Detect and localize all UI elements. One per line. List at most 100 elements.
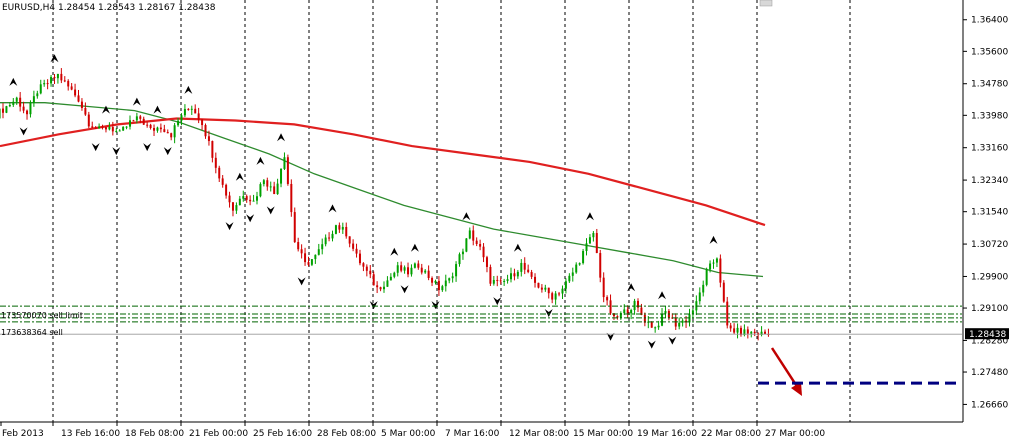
- candle-body: [383, 286, 385, 290]
- candle-body: [314, 254, 317, 260]
- candle-body: [599, 253, 602, 278]
- candle-body: [410, 267, 413, 275]
- fractal-up-arrow: [184, 85, 193, 94]
- candle-body: [712, 262, 715, 264]
- candle-body: [551, 293, 554, 300]
- order-label-text: 173638364 sell: [1, 328, 63, 337]
- fractal-down-arrow: [266, 206, 275, 215]
- candle-body: [733, 328, 736, 333]
- y-tick-label: 1.32340: [971, 176, 1008, 186]
- candle-body: [70, 86, 73, 90]
- candle-body: [516, 271, 519, 277]
- candle-body: [750, 331, 753, 334]
- candle-body: [231, 202, 234, 211]
- candle-body: [637, 300, 639, 308]
- candle-body: [482, 246, 485, 258]
- candle-body: [678, 322, 681, 327]
- candle-body: [369, 270, 372, 275]
- candle-body: [544, 287, 547, 290]
- chart-close-icon[interactable]: [759, 0, 773, 7]
- candle-body: [67, 80, 70, 87]
- candle-body: [207, 136, 210, 142]
- candle-body: [585, 243, 588, 252]
- y-tick-label: 1.33980: [971, 111, 1008, 121]
- candle-body: [365, 266, 368, 271]
- candle-body: [664, 310, 667, 314]
- candle-body: [393, 272, 396, 277]
- fractal-up-arrow: [513, 243, 522, 252]
- x-tick-label: 21 Feb 00:00: [189, 429, 248, 439]
- candle-body: [753, 331, 756, 334]
- candle-body: [386, 280, 389, 287]
- candle-body: [582, 251, 585, 264]
- candle-body: [139, 116, 142, 119]
- candle-body: [736, 327, 739, 333]
- fractal-up-arrow: [390, 247, 399, 256]
- candle-body: [259, 184, 262, 197]
- fractal-up-arrow: [277, 133, 286, 142]
- y-tick-label: 1.29900: [971, 272, 1008, 282]
- candle-body: [461, 251, 464, 255]
- candle-body: [197, 113, 200, 120]
- candle-body: [379, 287, 382, 290]
- candle-body: [654, 327, 657, 329]
- candle-body: [98, 126, 101, 129]
- trend-arrow: [770, 347, 802, 396]
- candle-body: [520, 262, 523, 272]
- fractal-up-arrow: [101, 105, 110, 114]
- fractal-down-arrow: [493, 297, 502, 306]
- candle-body: [132, 120, 135, 122]
- fractal-arrows: [9, 54, 718, 349]
- candle-body: [362, 263, 365, 267]
- candle-body: [280, 168, 283, 184]
- candle-body: [739, 327, 742, 336]
- current-price-text: 1.28438: [969, 330, 1006, 340]
- order-label-sell: 173638364 sell: [1, 328, 63, 337]
- y-tick-label: 1.28280: [971, 336, 1008, 346]
- y-tick-label: 1.30720: [971, 240, 1008, 250]
- moving-averages: [0, 102, 766, 278]
- candle-body: [485, 257, 488, 267]
- candle-body: [297, 242, 300, 250]
- candle-body: [91, 126, 94, 128]
- candle-body: [764, 331, 766, 335]
- candle-body: [506, 279, 509, 281]
- candle-body: [661, 313, 664, 326]
- candle-body: [389, 276, 392, 281]
- candle-body: [273, 186, 276, 195]
- fractal-down-arrow: [91, 143, 100, 152]
- candle-body: [15, 97, 18, 102]
- candle-body: [609, 300, 612, 314]
- candle-body: [118, 130, 121, 132]
- candle-body: [746, 329, 749, 334]
- candle-body: [129, 120, 131, 127]
- candle-body: [606, 297, 609, 301]
- candle-body: [420, 267, 423, 273]
- y-tick-label: 1.31540: [971, 208, 1008, 218]
- candle-body: [187, 108, 190, 110]
- candle-body: [592, 233, 595, 238]
- candle-body: [26, 110, 29, 115]
- candle-body: [688, 314, 691, 323]
- candle-body: [304, 253, 307, 263]
- fractal-down-arrow: [143, 143, 152, 152]
- fractal-up-arrow: [9, 77, 18, 86]
- candle-body: [0, 108, 1, 119]
- candle-body: [434, 280, 437, 283]
- candle-body: [595, 233, 598, 254]
- candle-body: [77, 95, 80, 102]
- fractal-up-arrow: [256, 156, 265, 165]
- ma-fast-line: [0, 102, 764, 278]
- x-tick-label: Feb 2013: [2, 429, 44, 439]
- candle-body: [523, 262, 526, 270]
- fractal-down-arrow: [19, 127, 28, 136]
- candle-body: [5, 106, 8, 113]
- candle-body: [166, 132, 169, 134]
- x-tick-label: 28 Feb 08:00: [317, 429, 376, 439]
- x-tick-label: 22 Mar 08:00: [701, 429, 761, 439]
- candle-body: [729, 325, 732, 329]
- candle-body: [135, 116, 138, 121]
- y-tick-label: 1.27480: [971, 368, 1008, 378]
- candle-body: [190, 108, 193, 110]
